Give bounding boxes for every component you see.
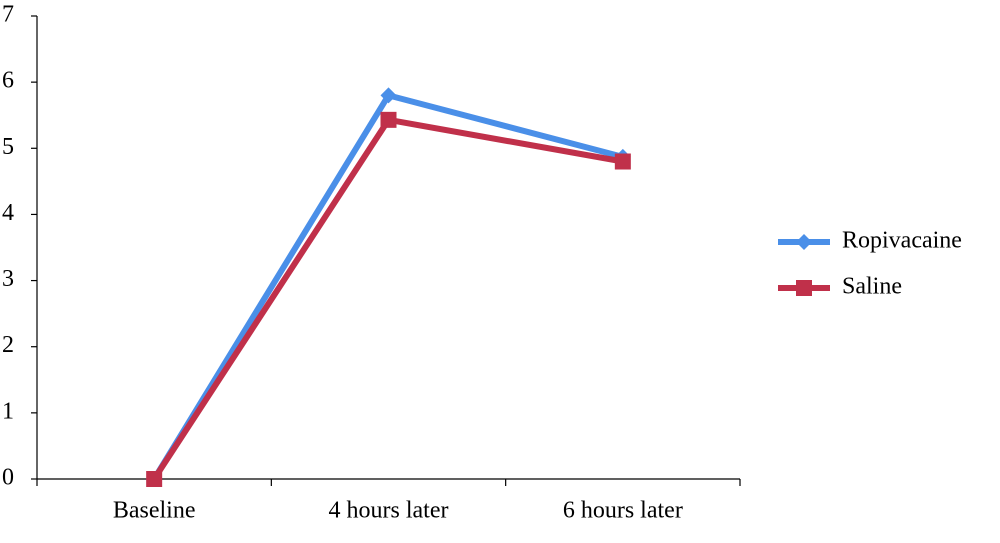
y-tick-label: 2 — [2, 332, 14, 358]
y-tick-label: 7 — [2, 2, 14, 28]
y-tick-label: 5 — [2, 134, 14, 160]
y-tick-label: 1 — [2, 398, 14, 424]
x-tick-label: Baseline — [113, 498, 196, 524]
data-point — [614, 153, 631, 170]
y-tick-label: 4 — [2, 200, 14, 226]
x-tick-label: 4 hours later — [329, 498, 449, 524]
series-line — [151, 116, 624, 481]
legend-marker — [796, 234, 812, 250]
data-point — [380, 87, 397, 104]
data-point — [146, 471, 163, 487]
legend-label: Saline — [842, 274, 902, 300]
legend-label: Ropivacaine — [842, 228, 962, 254]
data-point — [380, 111, 397, 128]
y-tick-label: 3 — [2, 266, 14, 292]
series-line — [151, 92, 624, 481]
y-tick-label: 6 — [2, 68, 14, 94]
x-tick-label: 6 hours later — [563, 498, 683, 524]
legend-marker — [796, 280, 812, 296]
y-tick-label: 0 — [2, 465, 14, 491]
